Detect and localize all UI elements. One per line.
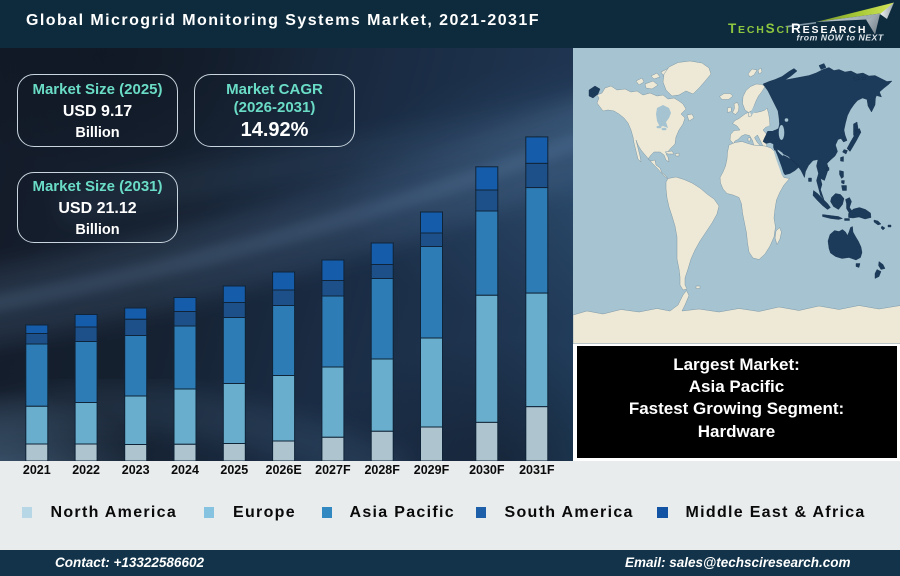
svg-text:from NOW to NEXT: from NOW to NEXT xyxy=(797,33,884,43)
svg-text:TECHSCI: TECHSCI xyxy=(728,21,791,36)
svg-text:RESEARCH: RESEARCH xyxy=(791,21,867,36)
